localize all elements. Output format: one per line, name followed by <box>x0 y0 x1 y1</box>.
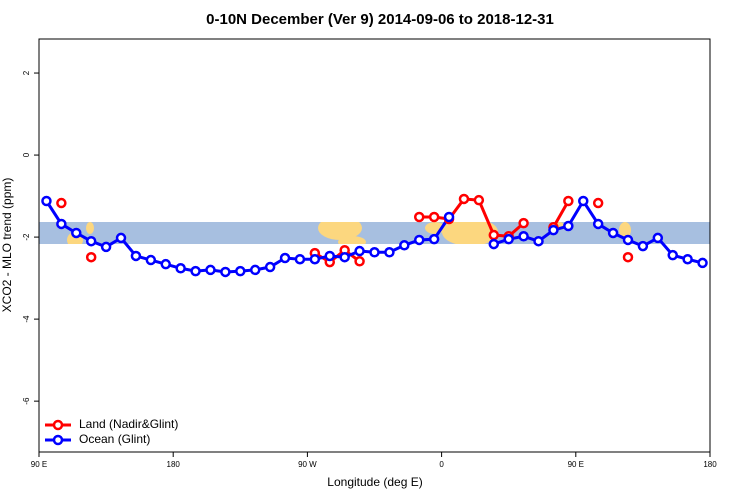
point <box>56 197 67 209</box>
point <box>413 211 425 223</box>
point <box>160 258 171 270</box>
y-tick-label: -6 <box>22 397 31 405</box>
point <box>488 238 500 250</box>
point <box>503 233 514 245</box>
point <box>190 265 201 277</box>
chart-title: 0-10N December (Ver 9) 2014-09-06 to 201… <box>206 11 554 28</box>
point <box>100 241 112 253</box>
legend-label: Ocean (Glint) <box>79 432 150 446</box>
point <box>235 265 246 277</box>
point <box>607 227 619 239</box>
point <box>309 253 321 265</box>
point <box>488 229 500 241</box>
point <box>548 224 559 236</box>
x-tick-label: 180 <box>703 460 717 469</box>
point <box>369 247 380 258</box>
point <box>622 251 634 263</box>
point <box>384 247 395 258</box>
x-tick-label: 0 <box>439 460 444 469</box>
point <box>578 195 589 207</box>
y-tick-label: 2 <box>22 70 31 75</box>
x-axis-label: Longitude (deg E) <box>327 475 422 489</box>
y-tick-label: -4 <box>22 315 31 323</box>
point <box>428 211 440 223</box>
point <box>413 234 425 246</box>
legend-marker <box>52 419 64 431</box>
legend-label: Land (Nadir&Glint) <box>79 417 178 431</box>
point <box>249 264 261 276</box>
plot-frame <box>38 38 711 453</box>
point <box>279 252 291 264</box>
point <box>354 256 365 267</box>
point <box>294 253 306 265</box>
point <box>697 257 708 269</box>
point <box>443 211 455 223</box>
point <box>518 231 529 242</box>
point <box>637 240 649 252</box>
point <box>652 232 664 244</box>
x-tick-label: 180 <box>167 460 181 469</box>
point <box>458 193 470 205</box>
point <box>41 195 52 207</box>
point <box>399 240 410 251</box>
point <box>205 264 216 276</box>
point <box>130 250 142 262</box>
point <box>563 220 574 232</box>
legend-marker <box>52 434 64 446</box>
point <box>518 217 529 229</box>
point <box>264 261 276 273</box>
point <box>667 249 678 261</box>
point <box>592 218 604 230</box>
point <box>324 250 336 262</box>
point <box>115 232 127 244</box>
point <box>682 253 693 265</box>
x-tick-label: 90 E <box>568 460 584 469</box>
point <box>592 197 604 209</box>
x-tick-label: 90 W <box>298 460 317 469</box>
point <box>354 245 365 257</box>
point <box>622 234 634 246</box>
point <box>85 235 97 247</box>
point <box>428 233 440 245</box>
point <box>85 251 97 263</box>
point <box>339 251 350 263</box>
x-tick-label: 90 E <box>31 460 47 469</box>
y-tick-label: 0 <box>22 152 31 157</box>
point <box>220 266 231 278</box>
y-tick-label: -2 <box>22 233 31 241</box>
point <box>71 227 82 239</box>
point <box>533 235 544 247</box>
point <box>56 218 67 230</box>
point <box>145 254 157 266</box>
y-axis-label: XCO2 - MLO trend (ppm) <box>0 178 14 313</box>
point <box>473 194 485 206</box>
point <box>563 195 574 207</box>
point <box>175 263 186 274</box>
